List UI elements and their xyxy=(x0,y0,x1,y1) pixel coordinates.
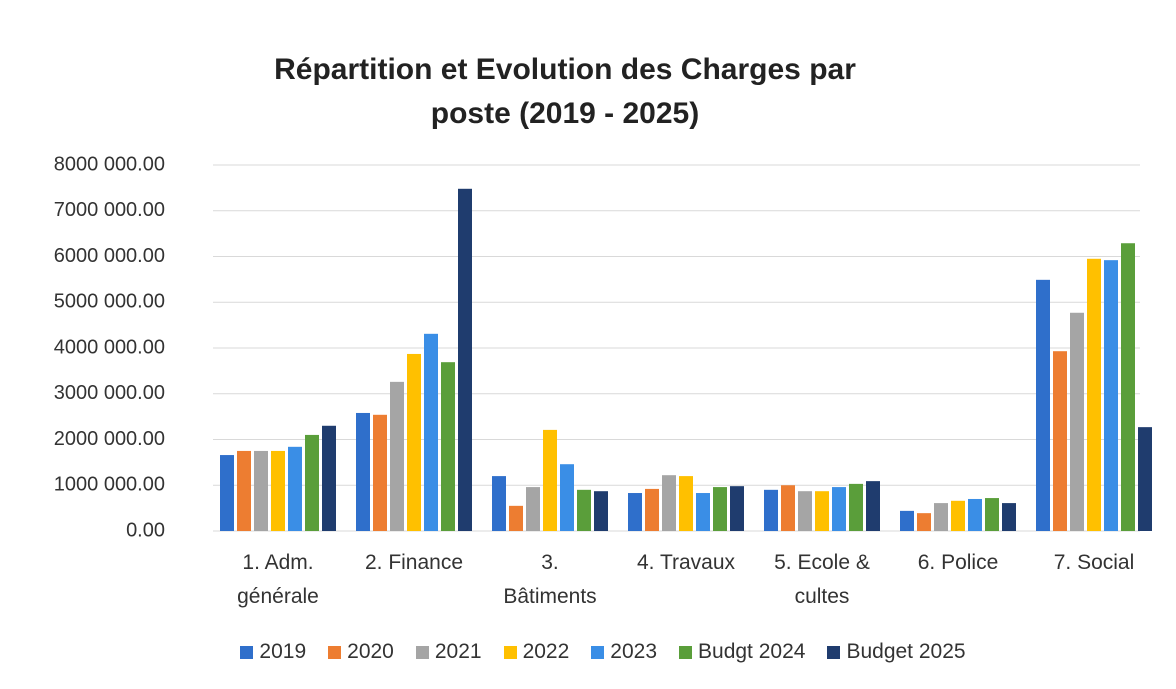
bar xyxy=(356,412,370,531)
bar xyxy=(866,481,880,531)
bar xyxy=(934,503,948,531)
legend-label: 2021 xyxy=(434,640,482,663)
y-tick-label: 5000 000.00 xyxy=(54,291,165,313)
bar xyxy=(373,414,387,531)
bar xyxy=(1070,312,1084,531)
bar xyxy=(407,353,421,531)
legend-swatch xyxy=(240,645,254,659)
bar xyxy=(390,381,404,531)
bar xyxy=(764,489,778,531)
x-tick-label: 4. Travaux xyxy=(636,551,736,574)
bar xyxy=(577,489,591,531)
bar xyxy=(849,483,863,531)
bar xyxy=(288,446,302,531)
legend-item: 2023 xyxy=(591,640,657,664)
bar xyxy=(628,493,642,531)
legend-item: Budgt 2024 xyxy=(679,640,805,664)
bar xyxy=(730,486,744,531)
legend-label: Budget 2025 xyxy=(846,640,966,663)
bar xyxy=(254,450,268,531)
bar xyxy=(1036,279,1050,531)
bar xyxy=(271,450,285,531)
y-tick-label: 8000 000.00 xyxy=(54,153,165,175)
y-tick-label: 1000 000.00 xyxy=(54,474,165,496)
bar xyxy=(492,476,506,531)
bar xyxy=(900,510,914,531)
bar xyxy=(985,498,999,531)
y-tick-label: 6000 000.00 xyxy=(54,245,165,267)
bar xyxy=(509,505,523,531)
bar xyxy=(696,493,710,531)
legend-swatch xyxy=(328,645,342,659)
bar xyxy=(220,455,234,531)
bar xyxy=(662,475,676,531)
bar xyxy=(526,487,540,531)
legend-item: Budget 2025 xyxy=(827,640,966,664)
bar xyxy=(781,485,795,531)
x-tick-label: 5. Ecole & cultes xyxy=(774,551,870,608)
legend-label: Budgt 2024 xyxy=(698,640,806,663)
x-tick-label: 3. Bâtiments xyxy=(503,551,597,608)
bar xyxy=(237,450,251,531)
bar xyxy=(305,434,319,531)
legend-swatch xyxy=(503,645,517,659)
legend-label: 2019 xyxy=(259,640,307,663)
bar xyxy=(815,491,829,531)
bar xyxy=(1002,503,1016,531)
bar xyxy=(968,498,982,531)
y-tick-label: 7000 000.00 xyxy=(54,199,165,221)
bar xyxy=(441,362,455,531)
y-tick-label: 3000 000.00 xyxy=(54,382,165,404)
x-tick-label: 7. Social xyxy=(1053,551,1135,574)
legend-swatch xyxy=(679,645,693,659)
legend: 2019 2020 2021 2022 2023 Budgt 2024 Budget 202… xyxy=(0,640,1176,664)
bar xyxy=(645,488,659,531)
legend-item: 2022 xyxy=(503,640,570,664)
legend-item: 2019 xyxy=(240,640,306,664)
bar xyxy=(560,464,574,531)
legend-swatch xyxy=(827,645,841,659)
legend-label: 2023 xyxy=(610,640,658,663)
y-tick-label: 4000 000.00 xyxy=(54,336,165,358)
bar xyxy=(424,333,438,531)
chart-title: Répartition et Evolution des Charges par… xyxy=(274,53,856,130)
y-tick-label: 0.00 xyxy=(126,519,165,541)
bar xyxy=(1104,260,1118,531)
bar xyxy=(594,491,608,531)
bar xyxy=(951,500,965,531)
x-tick-label: 6. Police xyxy=(917,551,999,574)
bar xyxy=(1087,258,1101,531)
legend-swatch xyxy=(591,645,605,659)
legend-label: 2022 xyxy=(522,640,570,663)
legend-item: 2020 xyxy=(328,640,394,664)
x-tick-label: 2. Finance xyxy=(364,551,464,574)
bar xyxy=(1121,243,1135,532)
bar xyxy=(543,429,557,531)
bar xyxy=(832,487,846,531)
bar xyxy=(1138,427,1152,531)
bar xyxy=(679,476,693,531)
legend-swatch xyxy=(415,645,429,659)
bar xyxy=(458,188,472,532)
legend-label: 2020 xyxy=(347,640,394,663)
y-tick-label: 2000 000.00 xyxy=(54,428,165,450)
bar xyxy=(1053,351,1067,531)
bar xyxy=(713,487,727,531)
bar xyxy=(917,513,931,531)
bar xyxy=(798,491,812,531)
x-tick-label: 1. Adm. générale xyxy=(237,551,319,608)
legend-item: 2021 xyxy=(415,640,482,664)
bar xyxy=(322,425,336,531)
